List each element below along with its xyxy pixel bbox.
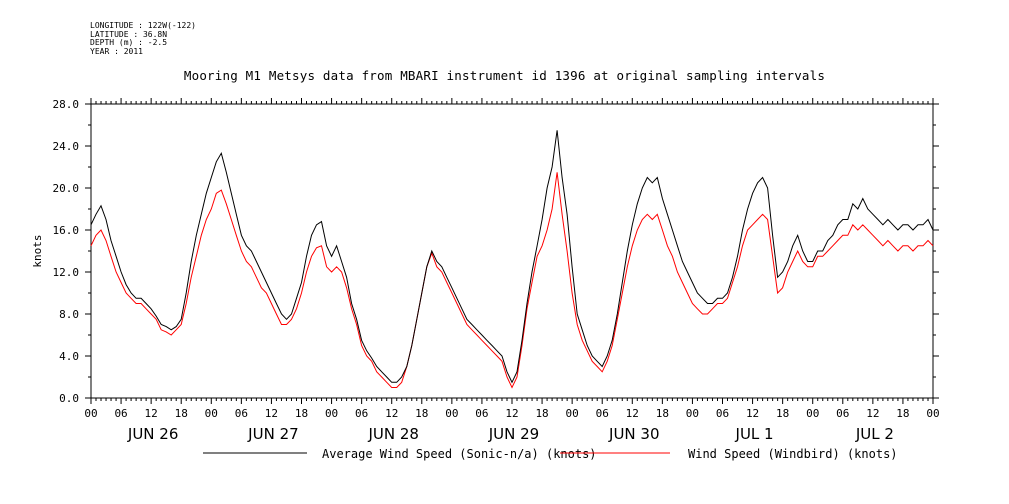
x-tick-label: 12 — [746, 407, 759, 420]
x-tick-label: 12 — [866, 407, 879, 420]
legend-label: Average Wind Speed (Sonic-n/a) (knots) — [322, 447, 597, 461]
series-line-0 — [90, 130, 934, 384]
series-line-1 — [90, 172, 934, 389]
x-tick-label: 00 — [566, 407, 579, 420]
x-tick-label: 18 — [776, 407, 789, 420]
x-tick-label: 18 — [535, 407, 548, 420]
x-tick-label: 00 — [686, 407, 699, 420]
chart-axes: 0.0 4.0 8.0 12.0 16.0 20.0 24.0 28.0 knots — [31, 98, 939, 405]
metadata-block: LONGITUDE : 122W(-122) LATITUDE : 36.8N … — [90, 21, 196, 56]
x-tick-label: 12 — [385, 407, 398, 420]
x-tick-label: 00 — [325, 407, 338, 420]
y-tick-label: 8.0 — [59, 308, 79, 321]
x-day-label: JUN 30 — [608, 425, 659, 443]
x-tick-label: 18 — [896, 407, 909, 420]
x-tick-label: 00 — [926, 407, 939, 420]
x-tick-label: 00 — [445, 407, 458, 420]
x-tick-label: 06 — [596, 407, 609, 420]
x-tick-label: 06 — [114, 407, 127, 420]
x-tick-label: 00 — [806, 407, 819, 420]
y-tick-label: 4.0 — [59, 350, 79, 363]
x-tick-label: 00 — [84, 407, 97, 420]
x-tick-label: 12 — [626, 407, 639, 420]
y-tick-label: 28.0 — [53, 98, 80, 111]
y-axis-label: knots — [31, 234, 44, 267]
y-tick-label: 12.0 — [53, 266, 80, 279]
x-tick-label: 06 — [475, 407, 488, 420]
x-day-label: JUN 28 — [367, 425, 418, 443]
x-tick-label: 18 — [175, 407, 188, 420]
x-tick-label: 18 — [415, 407, 428, 420]
x-day-label: JUN 29 — [488, 425, 539, 443]
chart-series — [90, 130, 934, 389]
x-tick-label: 06 — [716, 407, 729, 420]
plot-frame — [90, 103, 934, 399]
x-tick-label: 18 — [656, 407, 669, 420]
x-day-label: JUN 27 — [247, 425, 298, 443]
chart-title: Mooring M1 Metsys data from MBARI instru… — [183, 68, 826, 83]
y-tick-label: 16.0 — [53, 224, 80, 237]
meta-longitude: LONGITUDE : 122W(-122) — [90, 21, 196, 30]
x-tick-label: 06 — [836, 407, 849, 420]
x-tick-label: 00 — [205, 407, 218, 420]
meta-latitude: LATITUDE : 36.8N — [90, 29, 168, 39]
x-day-label: JUL 1 — [735, 425, 774, 443]
x-day-label: JUN 26 — [127, 425, 178, 443]
x-tick-label: 12 — [265, 407, 278, 420]
y-tick-label: 24.0 — [53, 140, 80, 153]
x-tick-label: 06 — [235, 407, 248, 420]
x-axis-labels: 00 06 12 18 00 06 12 18 00 06 12 18 00 06 12 18 00 06 12 18… — [84, 407, 939, 443]
x-tick-label: 12 — [505, 407, 518, 420]
legend-label: Wind Speed (Windbird) (knots) — [688, 447, 898, 461]
x-tick-label: 18 — [295, 407, 308, 420]
meta-year: YEAR : 2011 — [90, 46, 143, 56]
x-tick-label: 12 — [145, 407, 158, 420]
y-tick-label: 0.0 — [59, 392, 79, 405]
chart-legend: Average Wind Speed (Sonic-n/a) (knots) Wi… — [203, 447, 898, 461]
x-tick-label: 06 — [355, 407, 368, 420]
x-day-label: JUL 2 — [855, 425, 894, 443]
meta-depth: DEPTH (m) : -2.5 — [90, 38, 168, 47]
y-tick-label: 20.0 — [53, 182, 80, 195]
